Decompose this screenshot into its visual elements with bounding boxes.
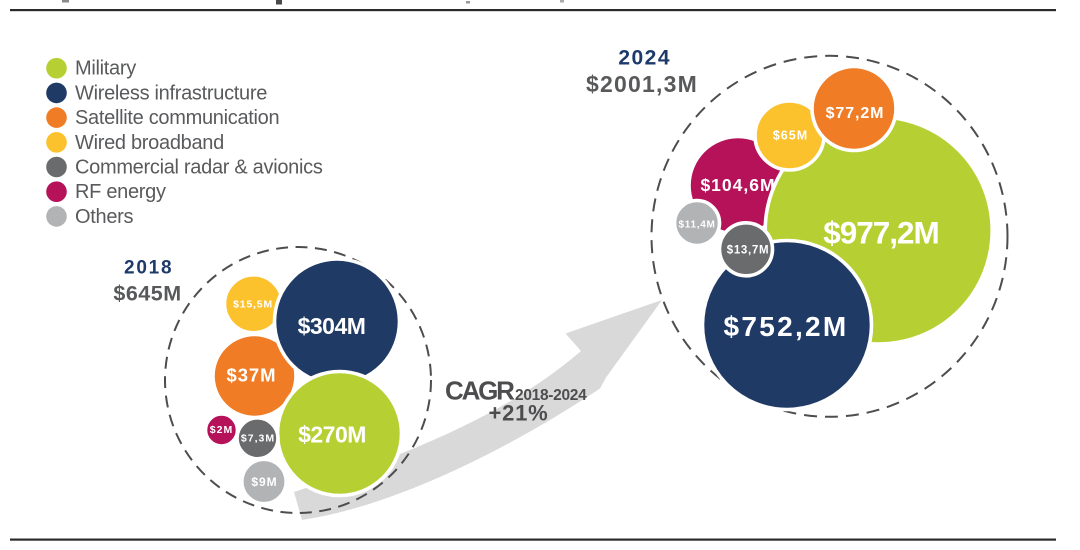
svg-text:Military: Military — [75, 58, 136, 80]
svg-text:2018-2024: 2018-2024 — [515, 387, 587, 404]
svg-text:Others: Others — [75, 206, 134, 228]
svg-text:$77,2M: $77,2M — [826, 105, 885, 122]
svg-text:Wireless infrastructure: Wireless infrastructure — [75, 82, 267, 104]
svg-text:$752,2M: $752,2M — [723, 311, 848, 342]
svg-text:$65M: $65M — [773, 129, 808, 143]
svg-text:Wired broadband: Wired broadband — [75, 132, 224, 154]
svg-text:$104,6M: $104,6M — [700, 175, 775, 195]
svg-text:$2M: $2M — [210, 424, 233, 436]
svg-text:CAGR: CAGR — [445, 376, 515, 406]
svg-text:$37M: $37M — [227, 365, 277, 386]
svg-text:+21%: +21% — [488, 401, 548, 426]
svg-text:2018: 2018 — [124, 258, 173, 279]
svg-text:$304M: $304M — [298, 313, 366, 339]
svg-text:Commercial radar & avionics: Commercial radar & avionics — [75, 157, 323, 179]
svg-text:$15,5M: $15,5M — [233, 299, 273, 311]
svg-text:$977,2M: $977,2M — [823, 215, 939, 251]
svg-text:$7,3M: $7,3M — [241, 433, 275, 445]
svg-text:Satellite communication: Satellite communication — [75, 107, 279, 129]
svg-text:$645M: $645M — [113, 282, 181, 306]
svg-text:$11,4M: $11,4M — [678, 220, 715, 231]
svg-text:$2001,3M: $2001,3M — [586, 71, 698, 97]
svg-text:$270M: $270M — [298, 422, 366, 448]
svg-text:2024: 2024 — [618, 46, 671, 69]
svg-text:$13,7M: $13,7M — [727, 245, 770, 257]
svg-text:$9M: $9M — [251, 475, 277, 489]
svg-text:RF energy: RF energy — [75, 181, 166, 203]
